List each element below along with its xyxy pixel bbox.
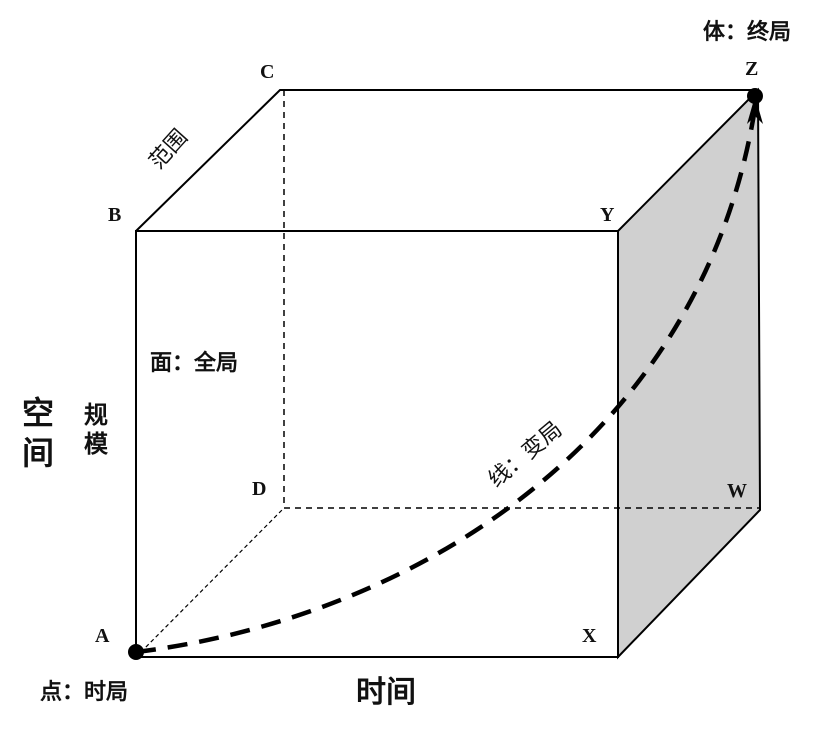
hidden-edge-ad: [135, 507, 285, 658]
vertex-z: Z: [745, 58, 759, 80]
space-label-1: 空: [22, 394, 55, 432]
face-label: 面：全局: [150, 350, 239, 376]
vertex-d: D: [252, 478, 267, 500]
scale-label-2: 模: [84, 429, 108, 458]
point-a-dot: [128, 644, 144, 660]
arrow-head: [747, 96, 763, 124]
body-label: 体：终局: [703, 19, 792, 45]
front-face: [135, 230, 619, 658]
vertex-b: B: [108, 204, 122, 226]
time-label: 时间: [356, 675, 416, 710]
scale-label-1: 规: [84, 400, 108, 429]
vertex-y: Y: [600, 204, 615, 226]
vertex-c: C: [260, 61, 275, 83]
vertex-x: X: [582, 625, 597, 647]
top-face-edges: [135, 89, 758, 232]
point-z-dot: [747, 88, 763, 104]
vertex-w: W: [727, 480, 747, 502]
change-curve: [135, 107, 758, 655]
space-label-2: 间: [22, 434, 55, 472]
point-label: 点：时局: [40, 679, 129, 705]
vertex-a: A: [95, 625, 110, 647]
